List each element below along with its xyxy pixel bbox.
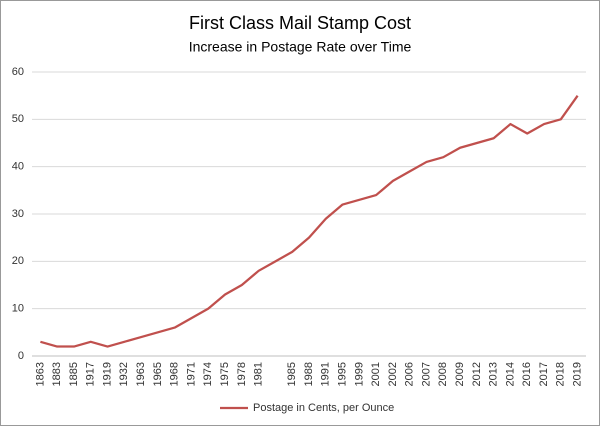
x-tick-label: 2007 [420, 362, 432, 386]
x-tick-label: 1885 [68, 362, 80, 386]
x-tick-label: 1919 [101, 362, 113, 386]
x-tick-label: 1932 [118, 362, 130, 386]
x-tick-label: 1883 [51, 362, 63, 386]
x-tick-label: 1963 [135, 362, 147, 386]
y-tick-label: 10 [12, 303, 24, 315]
chart-title: First Class Mail Stamp Cost [189, 13, 411, 33]
x-tick-label: 2014 [504, 362, 516, 386]
x-tick-label: 1971 [185, 362, 197, 386]
x-tick-label: 2017 [538, 362, 550, 386]
x-tick-label: 1991 [320, 362, 332, 386]
x-tick-label: 1863 [34, 362, 46, 386]
y-tick-label: 0 [18, 350, 24, 362]
y-tick-label: 30 [12, 208, 24, 220]
y-tick-label: 50 [12, 113, 24, 125]
line [40, 95, 579, 348]
x-tick-label: 2012 [471, 362, 483, 386]
x-tick-label: 2008 [437, 362, 449, 386]
y-tick-label: 20 [12, 255, 24, 267]
chart-subtitle: Increase in Postage Rate over Time [189, 39, 412, 55]
x-tick-label: 2002 [387, 362, 399, 386]
x-tick-label: 1999 [353, 362, 365, 386]
x-tick-label: 1978 [236, 362, 248, 386]
x-tick-label: 1965 [152, 362, 164, 386]
x-tick-label: 1974 [202, 362, 214, 386]
legend-label: Postage in Cents, per Ounce [253, 402, 394, 414]
x-tick-label: 2019 [572, 362, 584, 386]
x-tick-label: 2016 [521, 362, 533, 386]
y-tick-label: 40 [12, 161, 24, 173]
x-tick-label: 1988 [303, 362, 315, 386]
x-tick-label: 1968 [169, 362, 181, 386]
y-tick-label: 60 [12, 66, 24, 78]
x-tick-label: 2009 [454, 362, 466, 386]
x-tick-label: 1995 [336, 362, 348, 386]
x-tick-label: 1917 [85, 362, 97, 386]
x-tick-label: 2018 [555, 362, 567, 386]
x-tick-label: 2001 [370, 362, 382, 386]
x-tick-label: 2006 [404, 362, 416, 386]
x-tick-label: 1975 [219, 362, 231, 386]
x-tick-label: 1985 [286, 362, 298, 386]
x-tick-label: 2013 [488, 362, 500, 386]
x-tick-label: 1981 [253, 362, 265, 386]
